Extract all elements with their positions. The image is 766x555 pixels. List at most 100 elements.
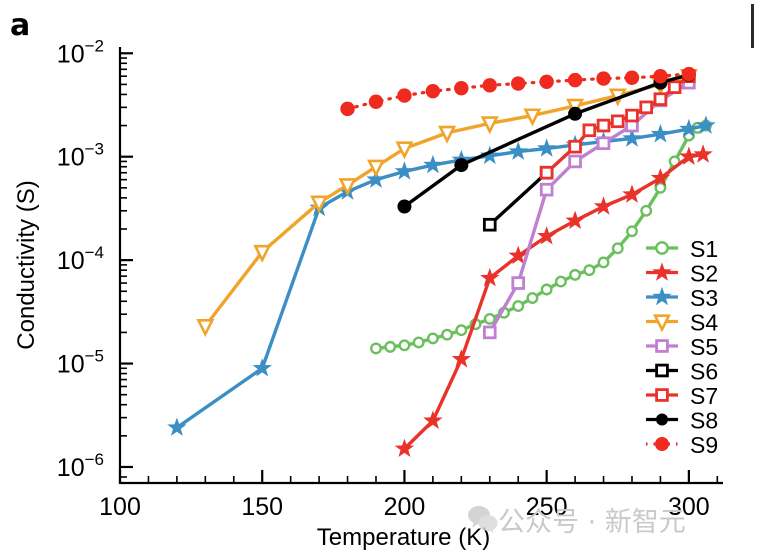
data-point-marker bbox=[423, 154, 443, 174]
data-point-marker bbox=[655, 241, 669, 255]
wechat-icon bbox=[468, 506, 498, 533]
data-point-marker bbox=[681, 66, 697, 82]
legend-item-s7[interactable]: S7 bbox=[646, 383, 718, 409]
legend-label: S6 bbox=[690, 359, 718, 385]
data-point-marker bbox=[693, 144, 713, 163]
data-point-marker bbox=[652, 262, 672, 281]
data-point-marker bbox=[650, 167, 671, 187]
data-point-marker bbox=[366, 159, 385, 178]
data-point-marker bbox=[340, 101, 355, 117]
data-point-marker bbox=[655, 339, 669, 353]
series-s2 bbox=[394, 144, 713, 458]
data-point-marker bbox=[397, 199, 412, 214]
data-point-marker bbox=[583, 264, 596, 277]
data-point-marker bbox=[568, 139, 582, 154]
data-point-marker bbox=[655, 388, 669, 402]
data-point-marker bbox=[536, 226, 557, 245]
legend-item-s1[interactable]: S1 bbox=[646, 236, 718, 262]
data-point-marker bbox=[253, 244, 272, 263]
legend-label: S9 bbox=[690, 432, 718, 458]
data-point-marker bbox=[511, 76, 526, 91]
data-point-marker bbox=[482, 78, 497, 93]
data-point-marker bbox=[596, 71, 611, 86]
data-point-marker bbox=[508, 245, 528, 265]
legend-item-s8[interactable]: S8 bbox=[646, 408, 718, 434]
panel-label-a: a bbox=[10, 8, 30, 43]
data-point-marker bbox=[196, 319, 215, 338]
legend-label: S4 bbox=[690, 310, 718, 336]
adjacent-panel-edge bbox=[751, 4, 754, 48]
axis-titles-layer: Temperature (K) Conductivity (S) bbox=[13, 180, 490, 551]
legend-item-s2[interactable]: S2 bbox=[646, 261, 718, 287]
data-point-marker bbox=[482, 217, 497, 232]
data-point-marker bbox=[679, 146, 699, 165]
legend-item-s5[interactable]: S5 bbox=[646, 334, 718, 360]
series-line bbox=[175, 123, 708, 430]
data-point-marker bbox=[338, 178, 357, 197]
data-point-marker bbox=[655, 437, 669, 451]
data-point-marker bbox=[679, 118, 699, 138]
data-point-marker bbox=[425, 83, 441, 99]
data-point-marker bbox=[480, 267, 500, 287]
axes-layer: 10−6 10−5 10−4 10−3 10−2 100 150 200 250 300 bbox=[57, 36, 723, 521]
data-point-marker bbox=[451, 349, 472, 368]
y-tick-label: 10−3 bbox=[57, 140, 104, 172]
data-point-marker bbox=[650, 124, 671, 143]
data-point-marker bbox=[554, 275, 567, 288]
data-point-marker bbox=[508, 141, 528, 160]
data-point-marker bbox=[622, 184, 642, 203]
series-line bbox=[402, 152, 705, 451]
data-point-marker bbox=[167, 417, 187, 436]
data-point-marker bbox=[398, 339, 411, 352]
y-tick-label: 10−6 bbox=[57, 450, 104, 482]
data-point-marker bbox=[565, 210, 585, 230]
data-point-marker bbox=[394, 438, 415, 458]
data-point-marker bbox=[539, 74, 554, 89]
data-point-marker bbox=[441, 328, 454, 341]
data-point-marker bbox=[654, 181, 667, 194]
data-point-marker bbox=[384, 340, 397, 353]
data-point-marker bbox=[397, 88, 412, 103]
data-point-marker bbox=[512, 300, 525, 312]
data-point-marker bbox=[568, 106, 583, 121]
data-point-marker bbox=[640, 204, 653, 217]
data-point-marker bbox=[540, 283, 553, 296]
data-point-marker bbox=[569, 268, 582, 281]
data-point-marker bbox=[596, 136, 611, 151]
legend-item-s6[interactable]: S6 bbox=[646, 359, 718, 385]
data-point-marker bbox=[567, 72, 583, 88]
legend-item-s9[interactable]: S9 bbox=[646, 432, 718, 458]
y-tick-label: 10−2 bbox=[57, 36, 104, 68]
data-point-marker bbox=[622, 128, 642, 147]
data-point-marker bbox=[626, 225, 638, 238]
legend-label: S5 bbox=[690, 334, 718, 360]
data-point-marker bbox=[625, 108, 639, 123]
data-point-marker bbox=[539, 165, 554, 180]
series-line bbox=[488, 171, 549, 227]
data-point-marker bbox=[667, 80, 682, 94]
data-point-marker bbox=[480, 145, 500, 165]
data-point-marker bbox=[454, 158, 469, 173]
data-point-marker bbox=[310, 195, 329, 214]
legend-item-s4[interactable]: S4 bbox=[646, 310, 718, 336]
data-point-marker bbox=[412, 336, 425, 349]
data-point-marker bbox=[539, 182, 554, 197]
legend-label: S7 bbox=[690, 383, 718, 409]
data-point-marker bbox=[483, 312, 496, 325]
data-point-marker bbox=[611, 242, 624, 255]
legend-item-s3[interactable]: S3 bbox=[646, 285, 718, 311]
watermark-text: 公众号 · 新智元 bbox=[498, 507, 686, 538]
legend-label: S2 bbox=[690, 261, 718, 287]
data-point-marker bbox=[652, 314, 672, 333]
x-tick-label: 150 bbox=[241, 493, 283, 521]
data-point-marker bbox=[596, 118, 611, 133]
data-point-marker bbox=[395, 141, 414, 160]
y-axis-title: Conductivity (S) bbox=[13, 180, 40, 349]
data-point-marker bbox=[593, 196, 614, 215]
series-s9 bbox=[340, 66, 697, 117]
data-point-marker bbox=[423, 410, 443, 429]
data-point-marker bbox=[526, 292, 539, 304]
data-point-marker bbox=[655, 363, 669, 378]
data-point-marker bbox=[454, 80, 469, 96]
data-point-marker bbox=[624, 70, 640, 85]
